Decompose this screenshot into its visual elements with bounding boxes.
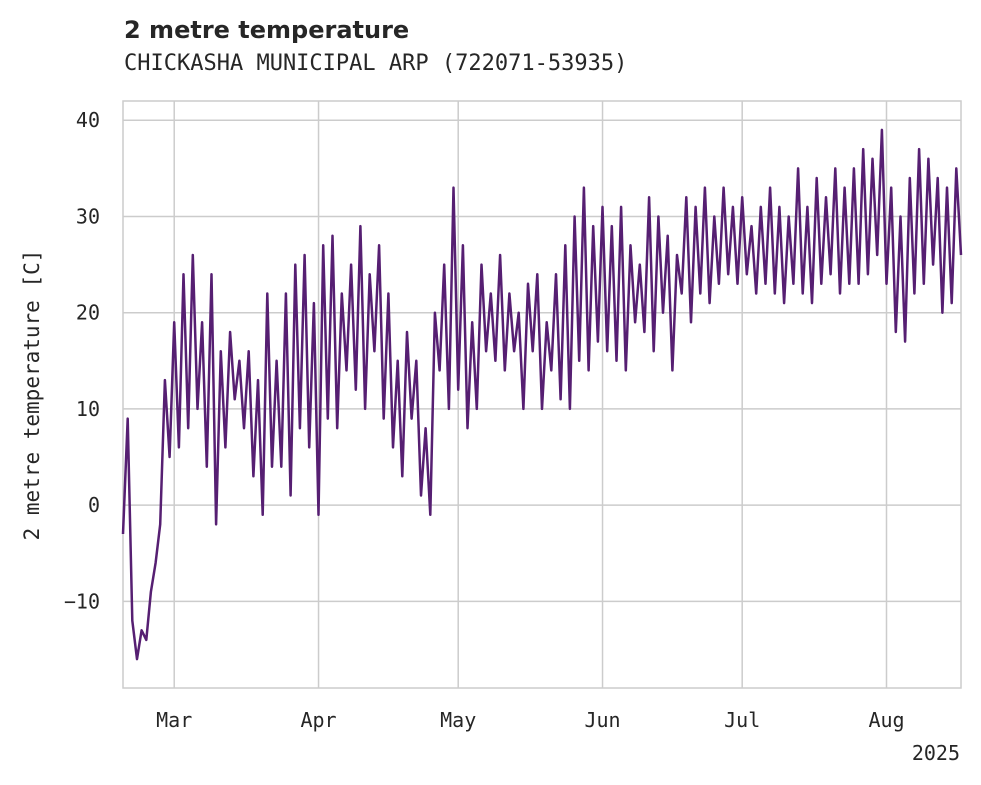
series-layer: [121, 128, 963, 661]
y-tick-label: 20: [76, 301, 100, 325]
grid: [123, 101, 961, 688]
y-axis-ticks: −10 0 10 20 30 40: [64, 108, 100, 613]
y-axis-label: 2 metre temperature [C]: [20, 250, 44, 541]
y-tick-label: 0: [88, 493, 100, 517]
chart-subtitle: CHICKASHA MUNICIPAL ARP (722071-53935): [124, 51, 628, 76]
y-tick-label: −10: [64, 589, 100, 613]
x-tick-label: Aug: [868, 708, 904, 732]
x-tick-label: May: [440, 708, 476, 732]
plot-frame: [122, 100, 962, 689]
y-tick-label: 40: [76, 108, 100, 132]
x-tick-label: Apr: [300, 708, 336, 732]
chart-title: 2 metre temperature: [124, 16, 410, 44]
temperature-series-line: [121, 128, 963, 661]
year-label: 2025: [912, 741, 960, 765]
x-axis-ticks: Mar Apr May Jun Jul Aug: [156, 708, 904, 732]
x-tick-label: Mar: [156, 708, 192, 732]
x-tick-label: Jun: [584, 708, 620, 732]
y-tick-label: 30: [76, 204, 100, 228]
y-tick-label: 10: [76, 397, 100, 421]
x-tick-label: Jul: [724, 708, 760, 732]
